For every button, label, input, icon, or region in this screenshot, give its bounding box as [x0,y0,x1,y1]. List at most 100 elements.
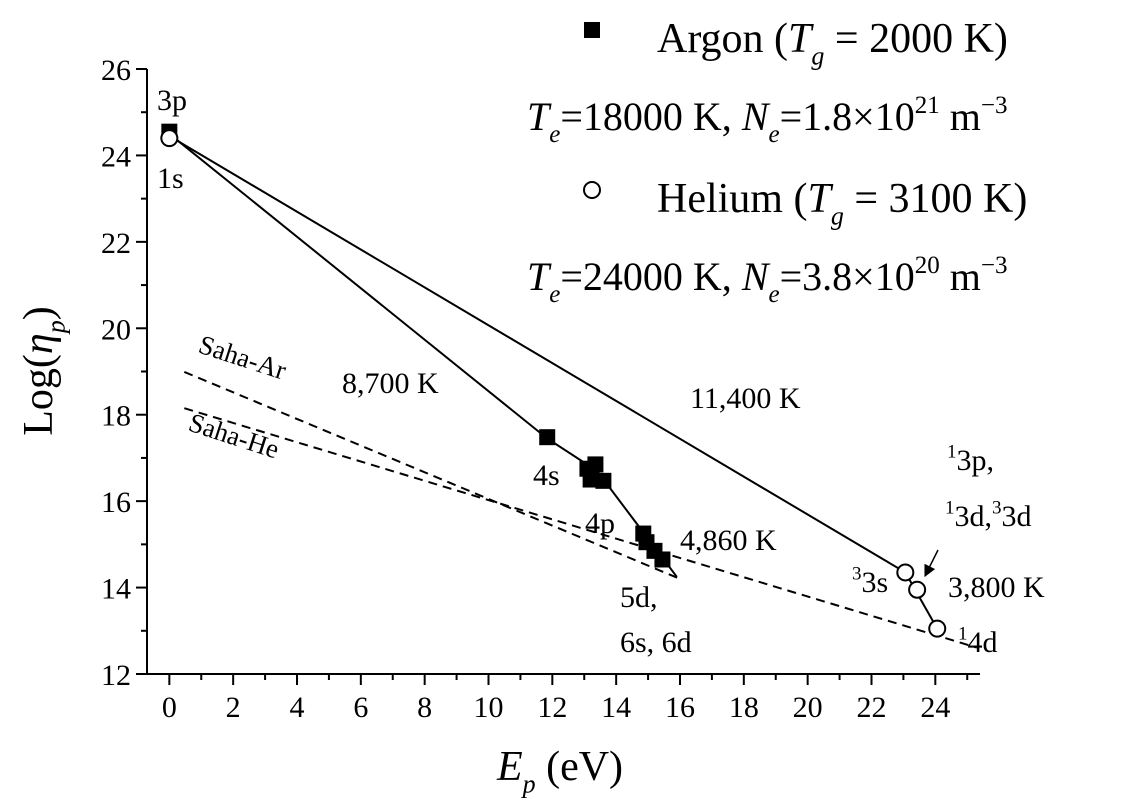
text-run: Argon ( [657,16,788,62]
y-tick-label: 20 [101,313,131,346]
x-tick-label: 14 [601,691,631,724]
annotation: 4,860 K [680,524,777,557]
x-tick-label: 24 [920,691,950,724]
fit-line [168,133,678,578]
data-point [582,471,599,488]
data-point [654,551,671,568]
legend-conditions: Te=18000 K, Ne=1.8×1021 m−3 [527,92,1007,148]
text-run: T [788,16,814,62]
annotation-arrow [924,549,939,578]
text-run: N [741,94,771,139]
annotation: 8,700 K [342,367,439,400]
x-tick-label: 10 [473,691,503,724]
text-run: 3d, [955,500,993,533]
text-run: =1.8×10 [780,94,915,139]
text-run: 3 [992,497,1002,518]
annotation: Saha-Ar [195,329,290,385]
text-run: 1s [157,162,184,195]
text-run: −3 [981,92,1008,119]
text-run: 1 [945,497,955,518]
x-tick-label: 12 [537,691,567,724]
text-run: 21 [915,92,940,119]
text-run: =18000 K, [560,94,741,139]
text-run: Log( [16,354,62,436]
text-run: 3p [157,84,187,117]
annotation: 13d,33d [945,497,1032,533]
text-run: T [807,176,833,222]
y-tick-label: 12 [101,659,131,692]
annotation: 6s, 6d [620,626,692,659]
text-run: e [769,121,780,148]
y-tick-label: 14 [101,573,131,606]
data-point [595,472,612,489]
y-tick-label: 18 [101,400,131,433]
text-run: = 2000 K) [824,16,1008,62]
text-run: 4s [533,459,560,492]
text-run: p [521,770,536,799]
legend-label: Argon (Tg = 2000 K) [657,16,1008,71]
annotation: 1s [157,162,184,195]
annotation: 14d [958,623,998,659]
x-tick-label: 18 [729,691,759,724]
text-run: 1 [958,623,968,644]
annotation: 4p [585,507,615,540]
text-run: 20 [915,252,940,279]
text-run: = 3100 K) [844,176,1028,222]
text-run: 3d [1002,500,1032,533]
text-run: 1 [947,441,957,462]
x-tick-label: 8 [417,691,432,724]
text-run: 5d, [620,581,658,614]
text-run: 8,700 K [342,367,439,400]
annotation: 4s [533,459,560,492]
x-tick-label: 6 [353,691,368,724]
text-run: g [811,42,824,71]
text-run: 4p [585,507,615,540]
data-point [908,580,927,599]
data-point [587,456,604,473]
text-run: e [549,121,560,148]
text-run: ) [16,306,62,320]
saha-line [184,407,978,649]
text-run: p [42,320,71,335]
y-tick-label: 22 [101,227,131,260]
text-run: Saha-He [185,407,283,464]
annotation: 33s [852,563,888,599]
legend-marker [583,181,601,199]
legend-label: Helium (Tg = 3100 K) [657,176,1027,231]
x-tick-label: 22 [856,691,886,724]
text-run: e [549,281,560,308]
text-run: Helium ( [657,176,807,222]
text-run: 4,860 K [680,524,777,557]
annotation: 3,800 K [948,571,1045,604]
text-run: (eV) [536,744,623,790]
text-run: η [16,333,62,354]
data-point [896,563,915,582]
text-run: T [527,94,552,139]
text-run: 6s, 6d [620,626,692,659]
text-run: m [940,94,981,139]
text-run: g [831,202,844,231]
annotation: Saha-He [185,407,283,464]
text-run: T [527,254,552,299]
annotation: 5d, [620,581,658,614]
legend-marker [584,22,600,38]
annotation: 3p [157,84,187,117]
x-tick-label: 2 [226,691,241,724]
annotation: 13p, [947,441,994,477]
text-run: e [769,281,780,308]
annotation: 11,400 K [690,382,801,415]
y-axis-label: Log(ηp) [16,306,71,436]
text-run: 3s [862,566,889,599]
x-tick-label: 16 [665,691,695,724]
x-tick-label: 0 [162,691,177,724]
text-run: m [940,254,981,299]
text-run: N [741,254,771,299]
legend-conditions: Te=24000 K, Ne=3.8×1020 m−3 [527,252,1007,308]
text-run: =3.8×10 [780,254,915,299]
y-tick-label: 26 [101,54,131,87]
y-tick-label: 16 [101,486,131,519]
text-run: 11,400 K [690,382,801,415]
x-axis-label: Ep (eV) [496,744,623,799]
text-run: 3p, [957,444,995,477]
